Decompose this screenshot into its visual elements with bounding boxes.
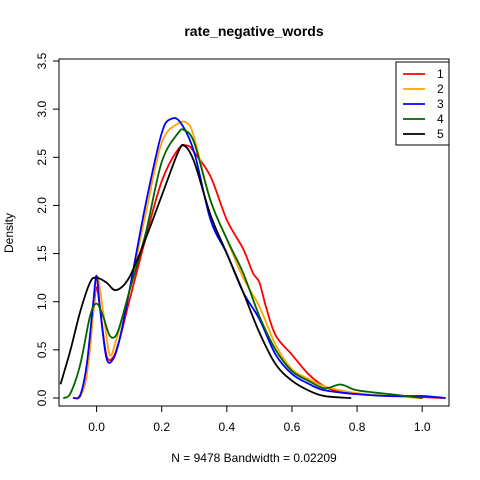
x-tick-label: 1.0	[414, 420, 431, 434]
series-line-3	[72, 117, 446, 400]
y-tick-label: 1.0	[35, 293, 49, 310]
y-tick-label: 1.5	[35, 245, 49, 262]
legend-label-4: 4	[437, 112, 444, 126]
x-tick-label: 0.2	[153, 420, 170, 434]
series-line-5	[59, 144, 352, 399]
y-tick-label: 0.0	[35, 389, 49, 406]
series-layer	[59, 117, 446, 400]
y-axis-label: Density	[2, 213, 16, 253]
y-tick-label: 2.0	[35, 197, 49, 214]
x-tick-label: 0.0	[88, 420, 105, 434]
x-tick-label: 0.4	[218, 420, 235, 434]
legend-label-5: 5	[437, 127, 444, 141]
series-line-1	[72, 144, 443, 400]
plot-frame	[58, 58, 450, 407]
series-line-2	[76, 120, 424, 399]
legend-label-3: 3	[437, 97, 444, 111]
chart-title: rate_negative_words	[184, 23, 323, 39]
axes: 0.0 0.2 0.4 0.6 0.8 1.0 0.0 0.5 1.0 1.5 2.0 2.5 3.0 3…	[35, 52, 431, 434]
y-tick-label: 3.0	[35, 100, 49, 117]
y-tick-label: 3.5	[35, 52, 49, 69]
legend-label-2: 2	[437, 82, 444, 96]
legend-label-1: 1	[437, 67, 444, 81]
y-tick-label: 0.5	[35, 341, 49, 358]
x-tick-label: 0.6	[284, 420, 301, 434]
x-tick-label: 0.8	[349, 420, 366, 434]
y-tick-label: 2.5	[35, 149, 49, 166]
series-line-4	[63, 128, 424, 399]
x-axis-label: N = 9478 Bandwidth = 0.02209	[171, 451, 337, 465]
